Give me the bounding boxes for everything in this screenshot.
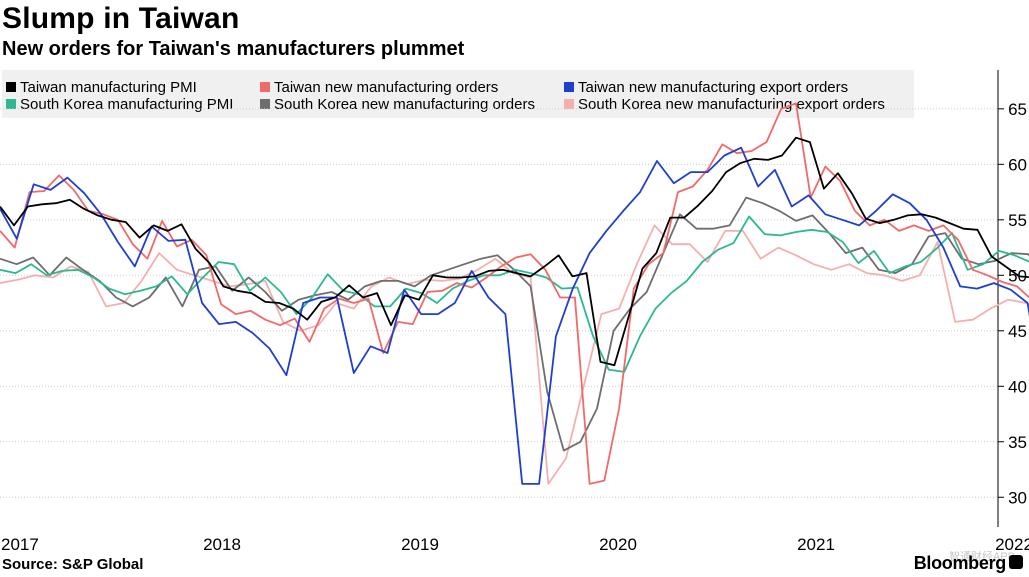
x-tick-label: 2021 bbox=[797, 535, 835, 554]
legend-item-tw-export: Taiwan new manufacturing export orders bbox=[564, 79, 848, 96]
legend-label: Taiwan new manufacturing orders bbox=[274, 79, 499, 96]
x-tick-label: 2019 bbox=[401, 535, 439, 554]
series-line-kr_export bbox=[0, 224, 1029, 485]
bloomberg-logo: Bloomberg bbox=[914, 553, 1023, 574]
series-line-kr_pmi bbox=[0, 215, 1029, 373]
series-line-tw_export bbox=[0, 146, 1029, 485]
series-line-tw_new bbox=[0, 102, 1029, 485]
x-tick-label: 2022 bbox=[995, 535, 1029, 554]
y-tick-label: 40 bbox=[1008, 377, 1027, 396]
y-tick-label: 30 bbox=[1008, 488, 1027, 507]
chart-subtitle: New orders for Taiwan's manufacturers pl… bbox=[2, 38, 465, 60]
x-tick-label: 2017 bbox=[1, 535, 39, 554]
x-tick-label: 2018 bbox=[203, 535, 241, 554]
watermark: 智通财经APP bbox=[948, 551, 1015, 563]
legend-label: Taiwan manufacturing PMI bbox=[20, 79, 197, 96]
series-line-tw_pmi bbox=[0, 136, 1029, 367]
chart-legend: Taiwan manufacturing PMI Taiwan new manu… bbox=[2, 70, 914, 118]
page-title: Slump in Taiwan bbox=[2, 2, 240, 35]
x-tick-label: 2020 bbox=[599, 535, 637, 554]
source-note: Source: S&P Global bbox=[2, 556, 144, 573]
series-line-kr_new bbox=[0, 196, 1029, 452]
legend-item-tw-pmi: Taiwan manufacturing PMI bbox=[6, 79, 197, 96]
y-tick-label: 65 bbox=[1008, 100, 1027, 119]
legend-swatch-tw-pmi bbox=[6, 82, 16, 93]
legend-swatch-tw-new bbox=[260, 82, 270, 93]
bloomberg-mark-icon bbox=[1009, 555, 1023, 570]
y-tick-label: 55 bbox=[1008, 211, 1027, 230]
y-tick-label: 35 bbox=[1008, 433, 1027, 452]
legend-swatch-tw-export bbox=[564, 82, 574, 93]
legend-swatch-kr-new bbox=[260, 99, 270, 110]
y-tick-label: 45 bbox=[1008, 322, 1027, 341]
y-tick-label: 60 bbox=[1008, 155, 1027, 174]
brand-text: Bloomberg bbox=[913, 553, 1007, 573]
legend-label: Taiwan new manufacturing export orders bbox=[578, 79, 849, 96]
legend-swatch-kr-export bbox=[564, 99, 574, 110]
legend-swatch-kr-pmi bbox=[6, 99, 16, 110]
legend-item-tw-new: Taiwan new manufacturing orders bbox=[260, 79, 498, 96]
